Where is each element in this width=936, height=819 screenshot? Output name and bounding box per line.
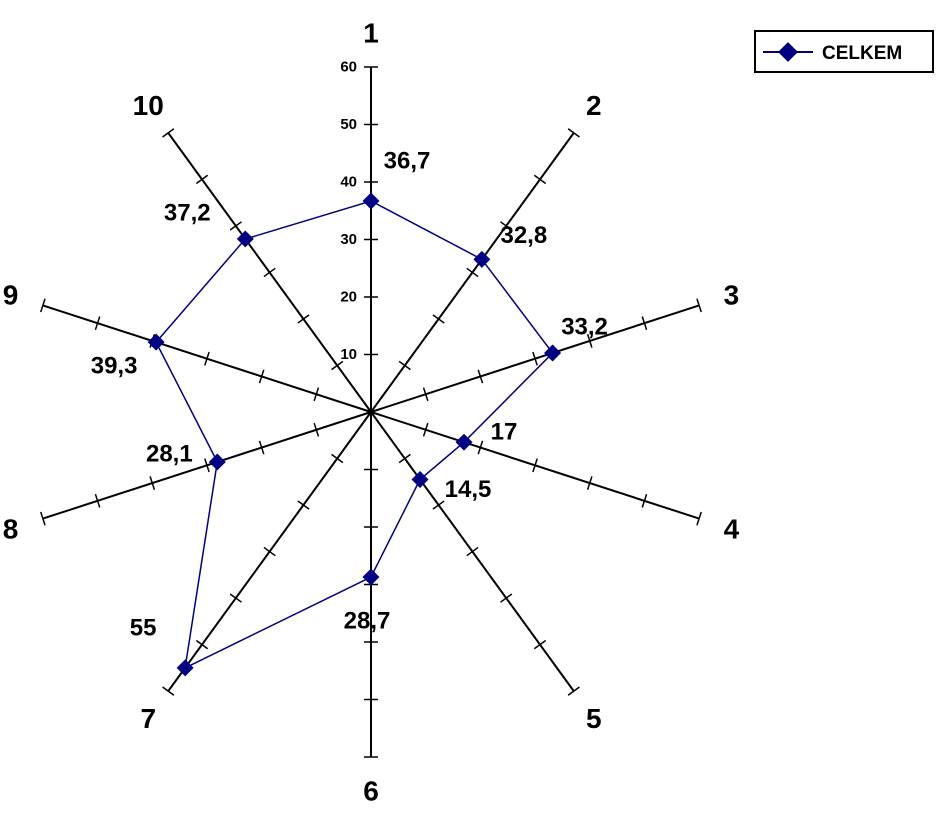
axis-tick (422, 387, 429, 402)
r-tick-label: 40 (340, 174, 357, 191)
labels: 1 2 3 4 5 6 7 8 9 10 10 20 30 40 50 60 36,7 32,8 33,2 17 14,… (3, 18, 740, 807)
data-label-6: 28,7 (344, 608, 391, 635)
data-point-1 (362, 192, 380, 210)
r-tick-label: 10 (340, 346, 357, 363)
axis-tick (567, 128, 580, 138)
data-label-3: 33,2 (561, 314, 608, 341)
r-tick-label: 50 (340, 116, 357, 133)
axis-tick (162, 686, 175, 696)
data-label-4: 17 (491, 419, 518, 446)
legend: CELKEM (754, 30, 934, 73)
data-label-10: 37,2 (164, 199, 211, 226)
data-label-9: 39,3 (91, 353, 138, 380)
data-point-4 (455, 433, 473, 451)
axis-tick (331, 360, 344, 371)
category-label-10: 10 (133, 90, 164, 121)
axis-tick (94, 493, 101, 508)
axis-tick (297, 314, 310, 324)
axis-tick (696, 298, 702, 313)
axis-tick (195, 174, 209, 185)
axis-tick (94, 316, 101, 331)
axis-tick (533, 174, 547, 185)
data-point-5 (411, 470, 429, 488)
series-celkem (147, 192, 562, 677)
axis-tick (263, 546, 276, 557)
axis-tick (586, 476, 593, 490)
category-label-9: 9 (3, 279, 19, 310)
axis-tick (40, 298, 46, 313)
radar-axes (40, 66, 702, 758)
r-tick-label: 60 (340, 59, 357, 76)
category-label-3: 3 (724, 279, 740, 310)
data-point-2 (473, 250, 491, 268)
data-point-9 (147, 333, 165, 351)
r-tick-label: 20 (340, 289, 357, 306)
data-point-8 (208, 453, 226, 471)
axis-tick (149, 476, 156, 490)
axis-tick (162, 128, 175, 138)
axis-tick (432, 314, 445, 324)
category-label-1: 1 (363, 18, 379, 49)
axis-tick (313, 387, 320, 402)
axis-tick (258, 369, 265, 384)
axis-tick (229, 593, 242, 603)
axis-tick (567, 686, 580, 696)
category-label-7: 7 (140, 703, 156, 734)
axis-tick (533, 639, 547, 650)
data-label-8: 28,1 (146, 440, 193, 467)
axis-tick (466, 546, 479, 557)
axis-tick (398, 360, 411, 371)
r-tick-label: 30 (340, 231, 357, 248)
data-label-7: 55 (130, 614, 157, 641)
category-label-5: 5 (586, 703, 602, 734)
axis-tick (195, 639, 209, 650)
axis-tick (297, 500, 310, 510)
axis-tick (500, 221, 513, 231)
axis-tick (696, 511, 702, 526)
data-label-5: 14,5 (445, 476, 492, 503)
axis-tick (263, 267, 276, 278)
axis-tick (477, 369, 484, 384)
data-point-7 (176, 659, 194, 677)
category-label-8: 8 (3, 514, 19, 545)
axis-tick (500, 593, 513, 603)
axis-tick (331, 453, 344, 464)
axis-tick (641, 316, 648, 331)
axis-tick (586, 334, 593, 348)
category-label-2: 2 (586, 90, 602, 121)
axis-tick (204, 351, 210, 366)
axis-tick (258, 440, 265, 455)
axis-tick (532, 351, 538, 366)
data-label-1: 36,7 (384, 147, 431, 174)
category-label-6: 6 (363, 776, 379, 807)
axis-tick (641, 493, 648, 508)
category-label-4: 4 (724, 514, 740, 545)
legend-label: CELKEM (822, 43, 902, 64)
axis-tick (40, 511, 46, 526)
axis-tick (422, 422, 429, 437)
data-point-6 (362, 568, 380, 586)
axis-tick (398, 453, 411, 464)
axis-tick (204, 458, 210, 473)
axis-tick (432, 500, 445, 510)
axis-tick (229, 221, 242, 231)
axis-tick (477, 440, 484, 455)
axis-tick (313, 422, 320, 437)
axis-tick (466, 267, 479, 278)
data-label-2: 32,8 (500, 222, 547, 249)
axis-tick (532, 458, 538, 473)
